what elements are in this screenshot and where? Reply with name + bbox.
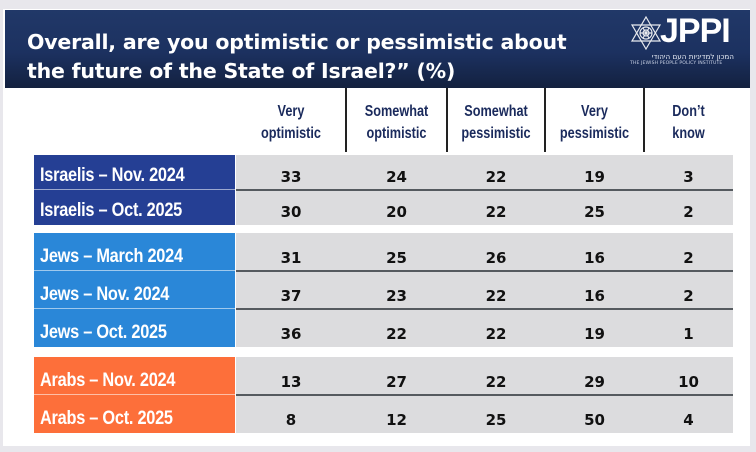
value-cell: 22 bbox=[485, 373, 507, 391]
value-cell: 26 bbox=[485, 249, 507, 267]
star-of-david-icon bbox=[630, 16, 662, 50]
table-row: 13 27 22 29 10 bbox=[236, 357, 733, 395]
value-cell: 2 bbox=[683, 249, 694, 267]
value-cell: 27 bbox=[386, 373, 407, 391]
column-header-text: Very optimistic bbox=[261, 101, 321, 145]
chart-title: Overall, are you optimistic or pessimist… bbox=[27, 28, 587, 86]
value-cell: 13 bbox=[280, 373, 302, 391]
value-cell: 25 bbox=[584, 203, 605, 221]
value-cell: 8 bbox=[285, 411, 297, 429]
value-cell: 16 bbox=[584, 249, 605, 267]
value-cell: 20 bbox=[386, 203, 407, 221]
logo-hebrew-text: המכון למדיניות העם היהודי bbox=[651, 52, 734, 61]
value-cell: 22 bbox=[485, 325, 507, 343]
title-banner: Overall, are you optimistic or pessimist… bbox=[5, 10, 750, 88]
label-separator bbox=[34, 308, 235, 309]
value-cell: 29 bbox=[584, 373, 605, 391]
column-header-line-1: Very bbox=[581, 103, 608, 120]
value-cell: 36 bbox=[280, 325, 302, 343]
value-cell: 30 bbox=[280, 203, 302, 221]
column-divider bbox=[446, 88, 448, 152]
column-header-text: Somewhat optimistic bbox=[365, 101, 429, 145]
column-header: Very pessimistic bbox=[554, 93, 635, 153]
chart-title-line-1: Overall, are you optimistic or pessimist… bbox=[27, 30, 567, 54]
column-header: Somewhat optimistic bbox=[355, 93, 438, 153]
chart-title-line-2: the future of the State of Israel?” (%) bbox=[27, 59, 456, 83]
column-header: Somewhat pessimistic bbox=[456, 93, 536, 153]
row-label-text: Jews – March 2024 bbox=[40, 246, 183, 267]
row-label-text: Arabs – Oct. 2025 bbox=[40, 408, 173, 429]
row-label: Israelis – Nov. 2024 bbox=[34, 155, 235, 190]
label-separator bbox=[34, 270, 235, 271]
logo-english-text: THE JEWISH PEOPLE POLICY INSTITUTE bbox=[630, 61, 723, 66]
row-separator bbox=[236, 189, 733, 191]
column-header-text: Very pessimistic bbox=[560, 101, 629, 145]
row-label-text: Israelis – Oct. 2025 bbox=[40, 200, 183, 221]
value-cell: 12 bbox=[386, 411, 407, 429]
table-row: 31 25 26 16 2 bbox=[236, 233, 733, 271]
row-label: Jews – Oct. 2025 bbox=[34, 309, 235, 347]
value-cell: 22 bbox=[485, 287, 507, 305]
column-header-line-2: pessimistic bbox=[559, 125, 630, 142]
column-header: Don’t know bbox=[652, 93, 725, 153]
column-header-line-1: Somewhat bbox=[364, 103, 429, 120]
row-label: Israelis – Oct. 2025 bbox=[34, 190, 235, 225]
value-cell: 16 bbox=[584, 287, 605, 305]
column-divider bbox=[345, 88, 347, 152]
table-row: 37 23 22 16 2 bbox=[236, 271, 733, 309]
value-cell: 22 bbox=[485, 168, 507, 186]
column-divider bbox=[643, 88, 645, 152]
row-separator bbox=[236, 308, 733, 310]
value-cell: 33 bbox=[280, 168, 302, 186]
value-cell: 2 bbox=[683, 287, 694, 305]
value-cell: 22 bbox=[386, 325, 407, 343]
row-label: Arabs – Oct. 2025 bbox=[34, 395, 235, 433]
value-cell: 22 bbox=[485, 203, 507, 221]
column-header-line-2: know bbox=[672, 125, 705, 142]
value-cell: 3 bbox=[683, 168, 694, 186]
value-cell: 24 bbox=[386, 168, 407, 186]
value-cell: 31 bbox=[280, 249, 302, 267]
column-header-line-2: pessimistic bbox=[461, 125, 531, 142]
table-row: 33 24 22 19 3 bbox=[236, 155, 733, 190]
value-cell: 1 bbox=[683, 325, 694, 343]
row-separator bbox=[236, 270, 733, 272]
column-header-text: Somewhat pessimistic bbox=[461, 101, 530, 145]
row-label-text: Israelis – Nov. 2024 bbox=[40, 165, 185, 186]
column-header-line-1: Very bbox=[277, 103, 305, 120]
row-label-text: Jews – Oct. 2025 bbox=[40, 322, 167, 343]
row-label: Jews – Nov. 2024 bbox=[34, 271, 235, 309]
value-cell: 50 bbox=[584, 411, 605, 429]
row-separator bbox=[236, 394, 733, 396]
table-row: 30 20 22 25 2 bbox=[236, 190, 733, 225]
table-row: 8 12 25 50 4 bbox=[236, 395, 733, 433]
label-separator bbox=[34, 189, 235, 190]
column-divider bbox=[544, 88, 546, 152]
column-header-line-2: optimistic bbox=[260, 125, 322, 142]
row-label-text: Arabs – Nov. 2024 bbox=[40, 370, 176, 391]
column-header-line-1: Don’t bbox=[672, 103, 705, 120]
value-cell: 2 bbox=[683, 203, 694, 221]
row-label: Arabs – Nov. 2024 bbox=[34, 357, 235, 395]
value-cell: 19 bbox=[584, 325, 605, 343]
value-cell: 4 bbox=[683, 411, 694, 429]
column-header-text: Don’t know bbox=[672, 101, 704, 145]
table-row: 36 22 22 19 1 bbox=[236, 309, 733, 347]
row-label: Jews – March 2024 bbox=[34, 233, 235, 271]
value-cell: 25 bbox=[386, 249, 407, 267]
column-header-line-1: Somewhat bbox=[464, 103, 528, 120]
value-cell: 25 bbox=[485, 411, 507, 429]
column-header-line-2: optimistic bbox=[366, 125, 427, 142]
value-cell: 23 bbox=[386, 287, 407, 305]
jppi-logo: JPPI המכון למדיניות העם היהודי THE JEWIS… bbox=[626, 12, 736, 70]
row-label-text: Jews – Nov. 2024 bbox=[40, 284, 170, 305]
logo-wordmark: JPPI bbox=[660, 12, 731, 50]
value-cell: 10 bbox=[678, 373, 699, 391]
column-header: Very optimistic bbox=[246, 93, 336, 153]
label-separator bbox=[34, 394, 235, 395]
value-cell: 19 bbox=[584, 168, 605, 186]
value-cell: 37 bbox=[280, 287, 302, 305]
